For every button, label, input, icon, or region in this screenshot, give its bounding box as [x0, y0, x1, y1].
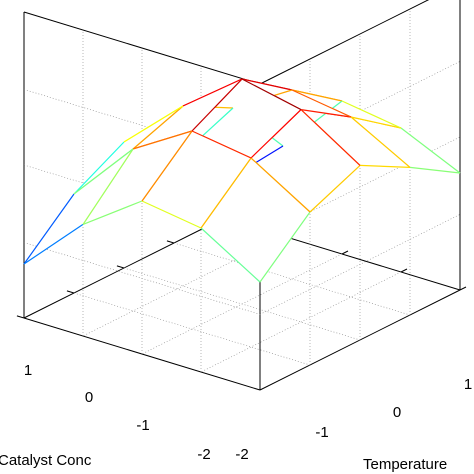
surface-edge [291, 89, 343, 102]
x-axis-label: Catalyst Conc [0, 452, 92, 469]
y-tick-label: -1 [315, 424, 328, 441]
surface-edge [300, 109, 361, 166]
surface-edge [132, 105, 184, 150]
surface-mesh [23, 78, 461, 283]
surface-edge [200, 157, 252, 229]
surface-edge [132, 130, 193, 150]
surface-patch [201, 158, 310, 282]
surface-patch [351, 117, 460, 173]
surface-edge [250, 157, 311, 213]
surface-edge [300, 109, 352, 118]
wall-gridline [259, 214, 461, 315]
surface-edge [23, 223, 84, 265]
surface-patch [301, 109, 410, 168]
surface-edge [182, 78, 243, 107]
surface-edge [241, 78, 302, 111]
box-edge [23, 11, 261, 85]
surface-edge [350, 116, 402, 129]
tick-mark [116, 265, 125, 269]
tick-mark [66, 290, 75, 294]
surface-edge [23, 193, 75, 265]
floor-gridline [82, 235, 284, 337]
surface-edge [73, 141, 125, 195]
tick-mark [459, 286, 467, 291]
surface-edge [141, 130, 193, 202]
surface-edge [82, 148, 134, 225]
tick-mark [341, 250, 349, 255]
y-tick-label: -2 [235, 446, 248, 463]
tick-mark [16, 315, 25, 319]
surface-edge [200, 227, 261, 283]
surface-patch [142, 131, 251, 228]
surface-edge [409, 166, 461, 174]
wall-gridline [23, 242, 261, 315]
wall-gridline [23, 89, 261, 162]
y-tick-label: 1 [464, 376, 472, 393]
surface-edge [350, 116, 411, 168]
surface-edge [250, 109, 302, 159]
surface-patch [133, 79, 242, 149]
surface-edge [359, 164, 411, 168]
x-tick-label: 1 [24, 362, 32, 379]
y-tick-label: 0 [393, 404, 401, 421]
surface-edge [341, 100, 402, 129]
surface-edge [191, 78, 243, 132]
x-tick-label: -1 [136, 417, 149, 434]
surface-patch [24, 149, 133, 264]
tick-mark [400, 268, 408, 273]
surface-edge [400, 127, 461, 174]
surface-edge [141, 200, 202, 229]
surface-patch [83, 131, 192, 225]
floor-gridline [173, 242, 411, 316]
y-axis-label: Temperature [363, 456, 447, 473]
surface-edge [259, 211, 311, 283]
box-edge [259, 0, 430, 85]
surface-patch [74, 106, 183, 194]
surface-patch [251, 109, 360, 212]
floor-gridline [141, 253, 343, 355]
x-axis-ticks: -2 -1 0 1 [24, 362, 211, 463]
surface-edge [291, 89, 352, 118]
tick-mark [166, 240, 175, 244]
surface-edge [123, 105, 184, 143]
y-axis-ticks: -2 -1 0 1 [235, 376, 472, 463]
surface-edge [241, 78, 293, 91]
surface-edge [191, 130, 252, 159]
surface-patch [192, 79, 301, 158]
x-tick-label: -2 [197, 446, 210, 463]
surface-edge [82, 200, 143, 225]
surface-edge [309, 164, 361, 213]
x-tick-label: 0 [85, 389, 93, 406]
floor-gridline [200, 271, 402, 373]
floor-gridline [73, 292, 311, 366]
surface-edge [73, 148, 134, 195]
